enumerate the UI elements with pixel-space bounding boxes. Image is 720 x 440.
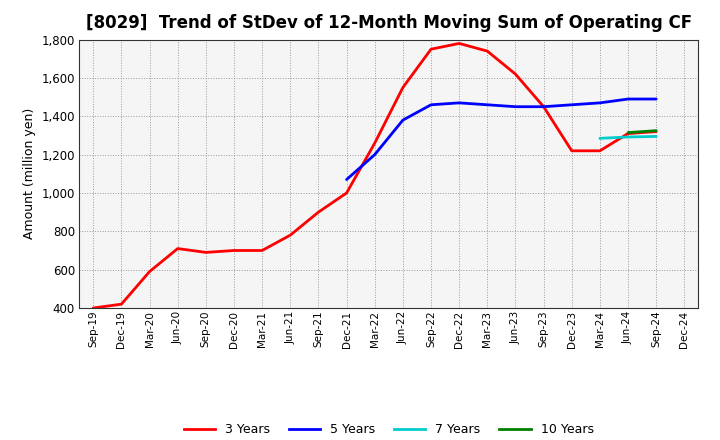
Y-axis label: Amount (million yen): Amount (million yen) (23, 108, 36, 239)
Title: [8029]  Trend of StDev of 12-Month Moving Sum of Operating CF: [8029] Trend of StDev of 12-Month Moving… (86, 15, 692, 33)
Legend: 3 Years, 5 Years, 7 Years, 10 Years: 3 Years, 5 Years, 7 Years, 10 Years (179, 418, 598, 440)
